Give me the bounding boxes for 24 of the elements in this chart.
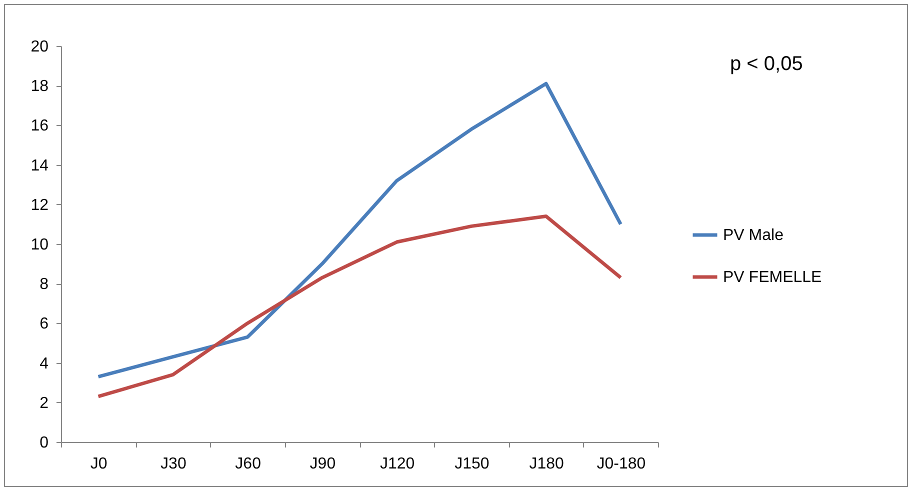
y-tick-label: 14	[30, 157, 49, 174]
y-tick-label: 10	[30, 236, 49, 254]
x-tick-label: J0-180	[596, 456, 646, 472]
y-tick-label: 4	[40, 355, 49, 372]
legend-label: PV FEMELLE	[723, 269, 822, 286]
legend-label: PV Male	[723, 227, 784, 244]
line-series	[96, 214, 622, 398]
x-tick-label: J0	[90, 456, 108, 472]
x-tick-label: J120	[380, 456, 415, 472]
x-tick-label: J60	[235, 456, 262, 472]
y-tick-label: 12	[30, 196, 49, 214]
y-tick-label: 20	[30, 38, 49, 56]
y-tick-label: 18	[30, 78, 49, 96]
text: p < 0,05	[730, 53, 803, 76]
y-tick-label: 0	[40, 434, 49, 452]
x-tick-label: J150	[454, 456, 490, 472]
x-tick-label: J90	[310, 456, 336, 472]
y-tick-label: 6	[40, 316, 49, 333]
y-tick-label: 2	[40, 394, 49, 412]
line-series	[96, 82, 622, 378]
y-tick-label: 8	[40, 276, 49, 294]
y-tick-label: 16	[30, 118, 49, 135]
x-tick-label: J30	[160, 456, 186, 472]
x-tick-label: J180	[529, 456, 564, 472]
